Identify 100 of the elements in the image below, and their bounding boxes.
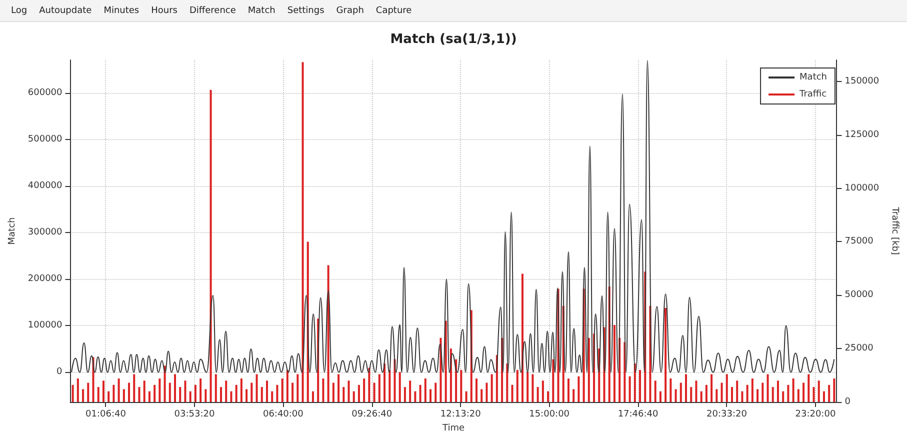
bar <box>133 374 136 402</box>
bar <box>112 384 115 402</box>
x-tick-label: 12:13:20 <box>440 410 482 420</box>
bar <box>210 90 212 402</box>
bar <box>475 378 478 402</box>
bar <box>480 389 483 402</box>
bar <box>322 378 324 402</box>
x-tick-label: 15:00:00 <box>529 410 570 420</box>
bar <box>654 380 656 402</box>
bar <box>158 378 161 402</box>
bar <box>204 389 207 402</box>
y2-axis-title: Traffic [kb] <box>890 206 900 255</box>
bar <box>828 384 830 402</box>
text: Graph <box>335 4 365 18</box>
bar <box>230 391 232 402</box>
y2-tick-label: 100000 <box>844 183 880 194</box>
bar <box>276 384 278 402</box>
bar <box>776 380 779 402</box>
bar <box>552 359 554 402</box>
bar <box>184 380 186 402</box>
x-tick-label: 01:06:40 <box>86 410 126 420</box>
x-tick-label: 17:46:40 <box>618 410 659 420</box>
bar <box>419 384 422 402</box>
bar <box>200 378 202 402</box>
bar <box>404 387 406 402</box>
bar <box>695 380 698 402</box>
y-tick-label: 200000 <box>28 274 63 284</box>
y-tick-label: 100000 <box>28 320 63 331</box>
bar <box>690 387 692 402</box>
bar <box>532 374 534 402</box>
bar <box>465 391 468 402</box>
bar <box>358 384 360 402</box>
y-tick-label: 400000 <box>28 181 63 192</box>
bar <box>434 382 437 402</box>
bar <box>327 265 330 402</box>
bar <box>526 372 529 402</box>
y2-tick-label: 150000 <box>844 76 880 86</box>
bar <box>440 338 442 402</box>
bar <box>384 364 386 402</box>
bar <box>398 372 401 402</box>
bar <box>818 380 820 402</box>
bar <box>424 378 426 402</box>
bar <box>250 382 253 402</box>
bar <box>164 366 166 402</box>
bar <box>639 370 642 402</box>
bar <box>613 325 616 402</box>
y2-tick-label: 125000 <box>844 130 880 140</box>
bar <box>235 384 238 402</box>
y-tick-label: 0 <box>56 367 63 378</box>
bar <box>772 387 774 402</box>
bar <box>736 380 738 402</box>
bar <box>536 387 539 402</box>
bar <box>122 389 125 402</box>
bar <box>521 274 524 402</box>
bar <box>342 387 345 402</box>
chart-title: Match (sa(1/3,1)) <box>390 32 517 47</box>
bar <box>572 389 575 402</box>
bar <box>578 376 580 402</box>
bar <box>220 387 222 402</box>
bar <box>118 378 120 402</box>
bar <box>730 387 733 402</box>
bar <box>348 380 350 402</box>
bar <box>302 62 304 402</box>
bar <box>542 380 544 402</box>
bar <box>726 374 728 402</box>
bar <box>588 338 590 402</box>
bar <box>674 389 677 402</box>
y-tick-label: 500000 <box>28 134 63 145</box>
bar <box>260 387 263 402</box>
bar <box>108 391 110 402</box>
bar <box>312 391 314 402</box>
bar <box>700 391 702 402</box>
bar <box>716 389 718 402</box>
bar <box>486 382 488 402</box>
bar <box>455 359 458 402</box>
bar <box>516 370 518 402</box>
bar <box>286 370 288 402</box>
bar <box>802 382 805 402</box>
y2-tick-label: 25000 <box>844 344 874 354</box>
bar <box>490 374 493 402</box>
bar <box>511 384 514 402</box>
bar <box>680 382 682 402</box>
bar <box>797 389 800 402</box>
bar <box>76 378 79 402</box>
bar <box>634 364 636 402</box>
bar <box>833 378 836 402</box>
bar <box>685 374 687 402</box>
bar <box>414 391 416 402</box>
y2-tick-label: 0 <box>844 397 851 407</box>
bar <box>154 384 156 402</box>
bar <box>378 374 380 402</box>
bar <box>444 320 447 402</box>
bar <box>756 389 759 402</box>
bar <box>246 389 248 402</box>
bar <box>751 378 754 402</box>
bar <box>352 391 355 402</box>
x-tick-label: 09:26:40 <box>352 410 392 420</box>
x-tick-label: 03:53:20 <box>174 410 215 420</box>
x-axis-title: Time <box>441 424 465 434</box>
text: Match <box>246 4 276 18</box>
